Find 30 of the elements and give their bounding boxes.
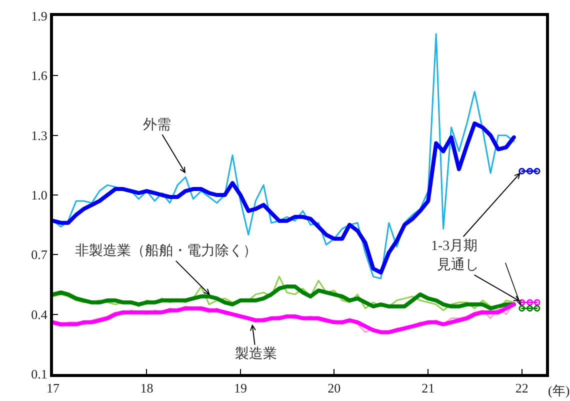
point	[526, 168, 534, 174]
annotation: 1-3月期	[431, 238, 478, 254]
line-series	[53, 284, 516, 310]
y-tick-label: 1.0	[31, 188, 48, 203]
annotation: 見通し	[437, 257, 479, 273]
annotation: 製造業	[235, 346, 277, 362]
annotation: 非製造業（船舶・電力除く）	[75, 243, 257, 259]
annotation: 外需	[143, 117, 171, 133]
y-tick-label: 0.7	[31, 247, 48, 262]
x-tick-label: 18	[140, 380, 154, 396]
text: (年)	[548, 383, 570, 398]
y-tick-label: 0.4	[31, 306, 48, 322]
y-tick-label: 1.6	[31, 68, 48, 84]
x-tick-label: 20	[328, 380, 341, 396]
point	[518, 299, 526, 306]
point	[526, 299, 534, 306]
x-tick-label: 17	[46, 380, 60, 396]
x-tick-label: 22	[515, 380, 528, 396]
point	[518, 305, 526, 312]
point	[526, 305, 534, 312]
point	[518, 168, 526, 174]
x-tick-label: 19	[234, 380, 247, 396]
y-tick-label: 1.3	[31, 128, 48, 143]
x-tick-label: 21	[422, 380, 435, 396]
point	[534, 305, 540, 312]
point	[534, 168, 540, 174]
point	[534, 299, 540, 306]
line-series	[53, 33, 515, 280]
y-tick-label: 0.1	[31, 366, 48, 382]
y-tick-label: 1.9	[31, 8, 48, 24]
